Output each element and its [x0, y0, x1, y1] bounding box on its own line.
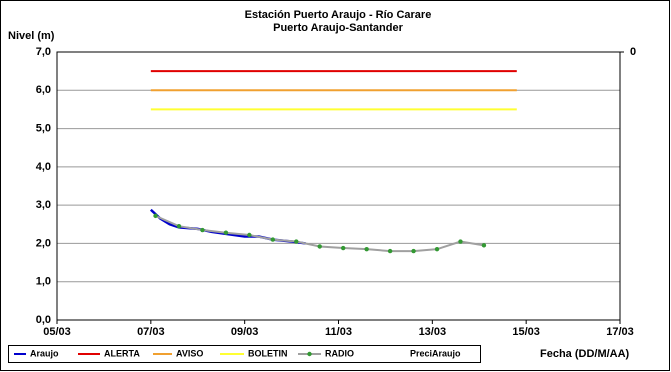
x-tick-label: 07/03 — [137, 326, 165, 338]
x-tick-label: 17/03 — [606, 326, 634, 338]
plot-frame — [56, 51, 621, 321]
point — [364, 246, 369, 252]
y-tick-label: 1,0 — [36, 276, 51, 288]
legend-label: ALERTA — [104, 348, 140, 358]
point — [223, 230, 229, 235]
point — [176, 224, 182, 229]
legend-label: PreciAraujo — [410, 348, 461, 358]
point — [340, 245, 346, 251]
x-tick-label: 09/03 — [231, 326, 259, 338]
legend-label: Araujo — [30, 348, 59, 358]
point — [270, 237, 276, 242]
point — [153, 213, 158, 219]
x-tick-label: 13/03 — [419, 326, 447, 338]
y-tick-label: 3,0 — [36, 199, 51, 211]
point — [411, 248, 416, 254]
point — [247, 232, 252, 238]
legend-label: RADIO — [325, 348, 354, 358]
x-tick-label: 15/03 — [512, 326, 540, 338]
y-tick-label: 7,0 — [36, 46, 51, 58]
x-axis-label: Fecha (DD/M/AA) — [540, 348, 630, 360]
chart-title: Estación Puerto Araujo - Río Carare — [245, 9, 432, 21]
y-tick-label: 5,0 — [36, 122, 51, 134]
point — [387, 248, 393, 254]
point — [317, 244, 322, 249]
y-tick-label: 2,0 — [36, 237, 51, 249]
point — [458, 239, 463, 244]
y-tick-label: 0,0 — [36, 314, 51, 326]
point — [481, 243, 487, 248]
legend-box — [8, 345, 481, 363]
chart-subtitle: Puerto Araujo-Santander — [273, 22, 403, 34]
y-axis-label: Nivel (m) — [8, 30, 55, 42]
x-tick-label: 05/03 — [43, 326, 71, 338]
x-tick-label: 11/03 — [325, 326, 352, 338]
legend-marker — [307, 351, 312, 357]
point — [434, 246, 440, 252]
y-tick-label: 6,0 — [36, 84, 51, 96]
point — [294, 239, 299, 244]
legend-label: BOLETIN — [248, 348, 288, 358]
point — [200, 227, 205, 233]
y2-tick-label: 0 — [630, 46, 636, 58]
legend-label: AVISO — [176, 348, 203, 358]
y-tick-label: 4,0 — [36, 161, 51, 173]
